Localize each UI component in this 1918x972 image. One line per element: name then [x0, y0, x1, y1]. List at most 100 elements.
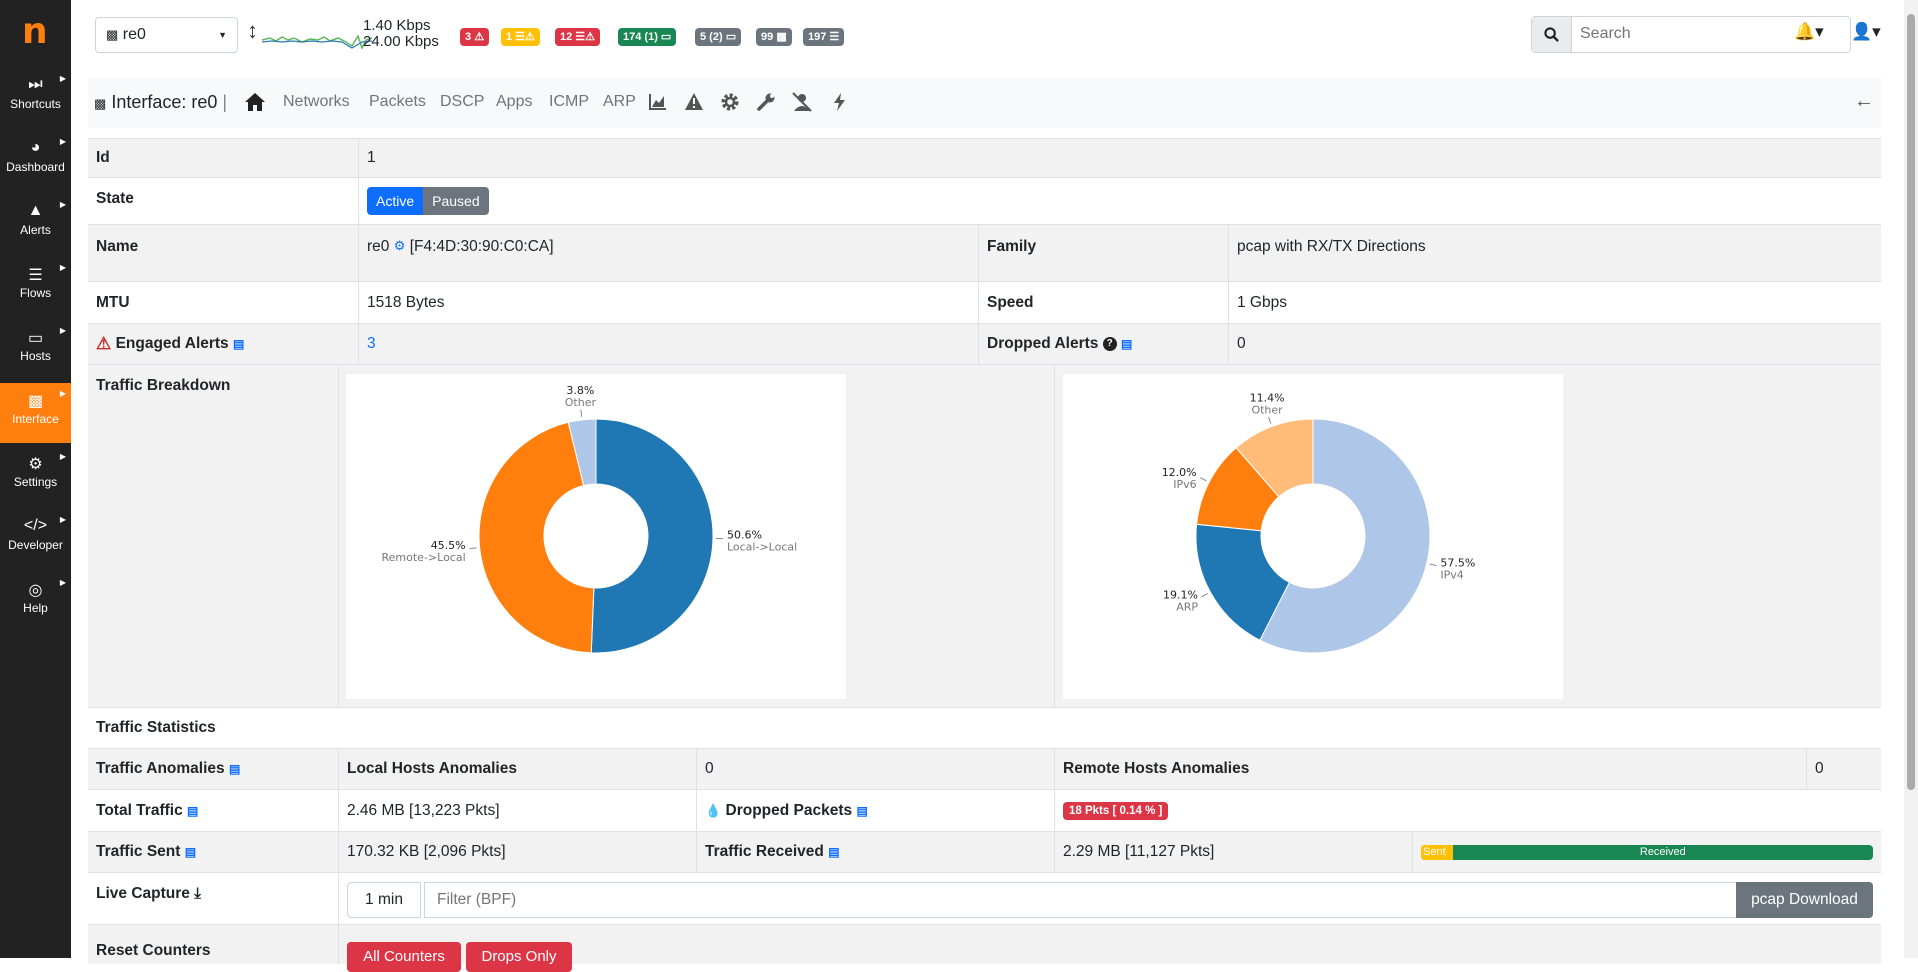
sidebar-item-settings[interactable]: ⚙Settings▶ [0, 446, 71, 506]
sidebar-item-label: Shortcuts [0, 97, 71, 111]
chart-icon[interactable]: ▤ [187, 804, 198, 818]
caret-right-icon: ▶ [60, 452, 66, 461]
caret-down-icon: ▼ [218, 30, 227, 40]
bell-icon[interactable]: 🔔▾ [1794, 22, 1824, 42]
capture-duration-select[interactable]: 1 min [347, 882, 421, 918]
warning-icon[interactable] [684, 92, 704, 112]
pie-category-label: IPv4 [1440, 569, 1463, 582]
question-icon[interactable]: ? [1103, 337, 1117, 351]
sidebar-item-alerts[interactable]: ▲Alerts▶ [0, 194, 71, 254]
throughput-up: 1.40 Kbps [363, 18, 439, 34]
received-bar: Received [1453, 845, 1873, 860]
badge-flows[interactable]: 197 ☰ [803, 28, 844, 46]
tab-icmp[interactable]: ICMP [549, 93, 589, 111]
traffic-received-value: 2.29 MB [11,127 Pkts] [1054, 831, 1412, 872]
bolt-icon[interactable] [830, 92, 850, 112]
wrench-icon[interactable] [756, 92, 776, 112]
sent-received-bar: Sent Received [1421, 845, 1873, 860]
arrow-left-icon[interactable]: ← [1854, 90, 1874, 113]
chart-icon[interactable]: ▤ [1121, 337, 1132, 351]
local-anomalies-label: Local Hosts Anomalies [338, 748, 696, 789]
reset-drops-only-button[interactable]: Drops Only [466, 942, 572, 972]
pcap-download-button[interactable]: pcap Download [1736, 882, 1873, 918]
gear-icon[interactable]: ⚙ [394, 238, 406, 254]
caret-right-icon: ▶ [60, 515, 66, 524]
user-slash-icon[interactable] [792, 92, 812, 112]
pie-slice-local-local[interactable] [591, 419, 713, 653]
state-paused-button[interactable]: Paused [423, 187, 488, 215]
pie-category-label: ARP [1176, 601, 1198, 614]
reset-all-counters-button[interactable]: All Counters [347, 942, 461, 972]
dropped-packets-label: 💧 Dropped Packets ▤ [696, 789, 1054, 831]
engaged-alerts-link[interactable]: 3 [367, 335, 376, 353]
reset-counters-label: Reset Counters [88, 924, 338, 964]
pie-category-label: Local->Local [727, 541, 797, 554]
name-value: re0 ⚙ [F4:4D:30:90:C0:CA] [358, 224, 978, 281]
tint-icon: 💧 [705, 803, 721, 819]
id-label: Id [88, 138, 358, 177]
traffic-sent-value: 170.32 KB [2,096 Pkts] [338, 831, 696, 872]
top-bar: ▩ re0 ▼ ↕ 1.40 Kbps 24.00 Kbps 3 ⚠ 1 ☰⚠ … [71, 0, 1918, 70]
badge-devices[interactable]: 99 ▩ [756, 28, 792, 46]
badge-engaged-alerts-error[interactable]: 3 ⚠ [460, 28, 489, 46]
sidebar-item-label: Dashboard [0, 160, 71, 174]
interface-select[interactable]: ▩ re0 ▼ [95, 17, 238, 53]
search-button[interactable] [1532, 17, 1572, 52]
ethernet-icon: ▩ [94, 96, 106, 111]
tab-packets[interactable]: Packets [369, 93, 426, 111]
sidebar-item-help[interactable]: ◎Help▶ [0, 572, 71, 632]
local-anomalies-value: 0 [696, 748, 1054, 789]
traffic-anomalies-label: Traffic Anomalies ▤ [88, 748, 338, 789]
sidebar-item-developer[interactable]: </>Developer▶ [0, 509, 71, 569]
caret-right-icon: ▶ [60, 389, 66, 398]
badge-flow-alerts[interactable]: 12 ☰⚠ [555, 28, 600, 46]
badge-engaged-alerts-warning[interactable]: 1 ☰⚠ [501, 28, 540, 46]
pie-category-label: Other [565, 396, 597, 409]
sidebar: n ⏭Shortcuts▶◕Dashboard▶▲Alerts▶☰Flows▶▭… [0, 0, 71, 958]
id-value: 1 [358, 138, 1881, 177]
tab-dscp[interactable]: DSCP [440, 93, 484, 111]
live-capture-controls: 1 min pcap Download [338, 872, 1881, 924]
page-scrollbar[interactable] [1904, 0, 1918, 958]
chart-icon[interactable]: ▤ [828, 845, 839, 859]
sidebar-item-dashboard[interactable]: ◕Dashboard▶ [0, 131, 71, 191]
page-title: Interface: re0 [111, 92, 217, 112]
chart-icon[interactable]: ▤ [229, 762, 240, 776]
chart-icon[interactable]: ▤ [856, 804, 867, 818]
sidebar-item-hosts[interactable]: ▭Hosts▶ [0, 320, 71, 380]
tab-arp[interactable]: ARP [603, 93, 636, 111]
total-traffic-label: Total Traffic ▤ [88, 789, 338, 831]
name-label: Name [88, 224, 358, 281]
updown-arrows-icon: ↕ [247, 18, 258, 44]
ethernet-icon: ▩ [106, 27, 118, 42]
sidebar-item-flows[interactable]: ☰Flows▶ [0, 257, 71, 317]
list-icon: ☰ [829, 31, 839, 43]
tab-apps[interactable]: Apps [496, 93, 532, 111]
pie-label-leader [1200, 478, 1206, 481]
user-icon[interactable]: 👤▾ [1851, 22, 1881, 42]
badge-hosts-other[interactable]: 5 (2) ▭ [695, 28, 741, 46]
gear-icon[interactable] [720, 92, 740, 112]
sidebar-item-label: Help [0, 601, 71, 615]
traffic-received-label: Traffic Received ▤ [696, 831, 1054, 872]
sidebar-item-shortcuts[interactable]: ⏭Shortcuts▶ [0, 68, 71, 128]
pie-category-label: Remote->Local [382, 551, 466, 564]
scrollbar-thumb[interactable] [1907, 14, 1915, 790]
download-icon[interactable]: ⤓ [194, 885, 201, 902]
tab-networks[interactable]: Networks [283, 93, 350, 111]
pie-category-label: Other [1251, 403, 1283, 416]
caret-right-icon: ▶ [60, 74, 66, 83]
chart-icon[interactable] [648, 92, 668, 112]
chart-icon[interactable]: ▤ [233, 337, 244, 351]
bpf-filter-input[interactable] [424, 882, 1737, 918]
ntopng-logo[interactable]: n [22, 14, 48, 50]
home-icon[interactable] [244, 92, 266, 112]
state-active-button[interactable]: Active [367, 187, 423, 215]
badge-hosts[interactable]: 174 (1) ▭ [618, 28, 676, 46]
chart-icon[interactable]: ▤ [185, 845, 196, 859]
traffic-statistics-title: Traffic Statistics [88, 707, 1881, 748]
sidebar-item-interface[interactable]: ▩Interface▶ [0, 383, 71, 443]
family-label: Family [978, 224, 1228, 281]
